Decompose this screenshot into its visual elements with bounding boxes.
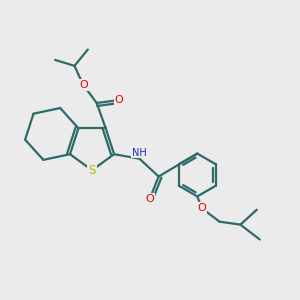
Text: NH: NH xyxy=(132,148,147,158)
Text: O: O xyxy=(79,80,88,90)
Text: S: S xyxy=(88,164,96,177)
Text: O: O xyxy=(115,95,123,105)
Text: O: O xyxy=(197,203,206,213)
Text: O: O xyxy=(146,194,154,204)
